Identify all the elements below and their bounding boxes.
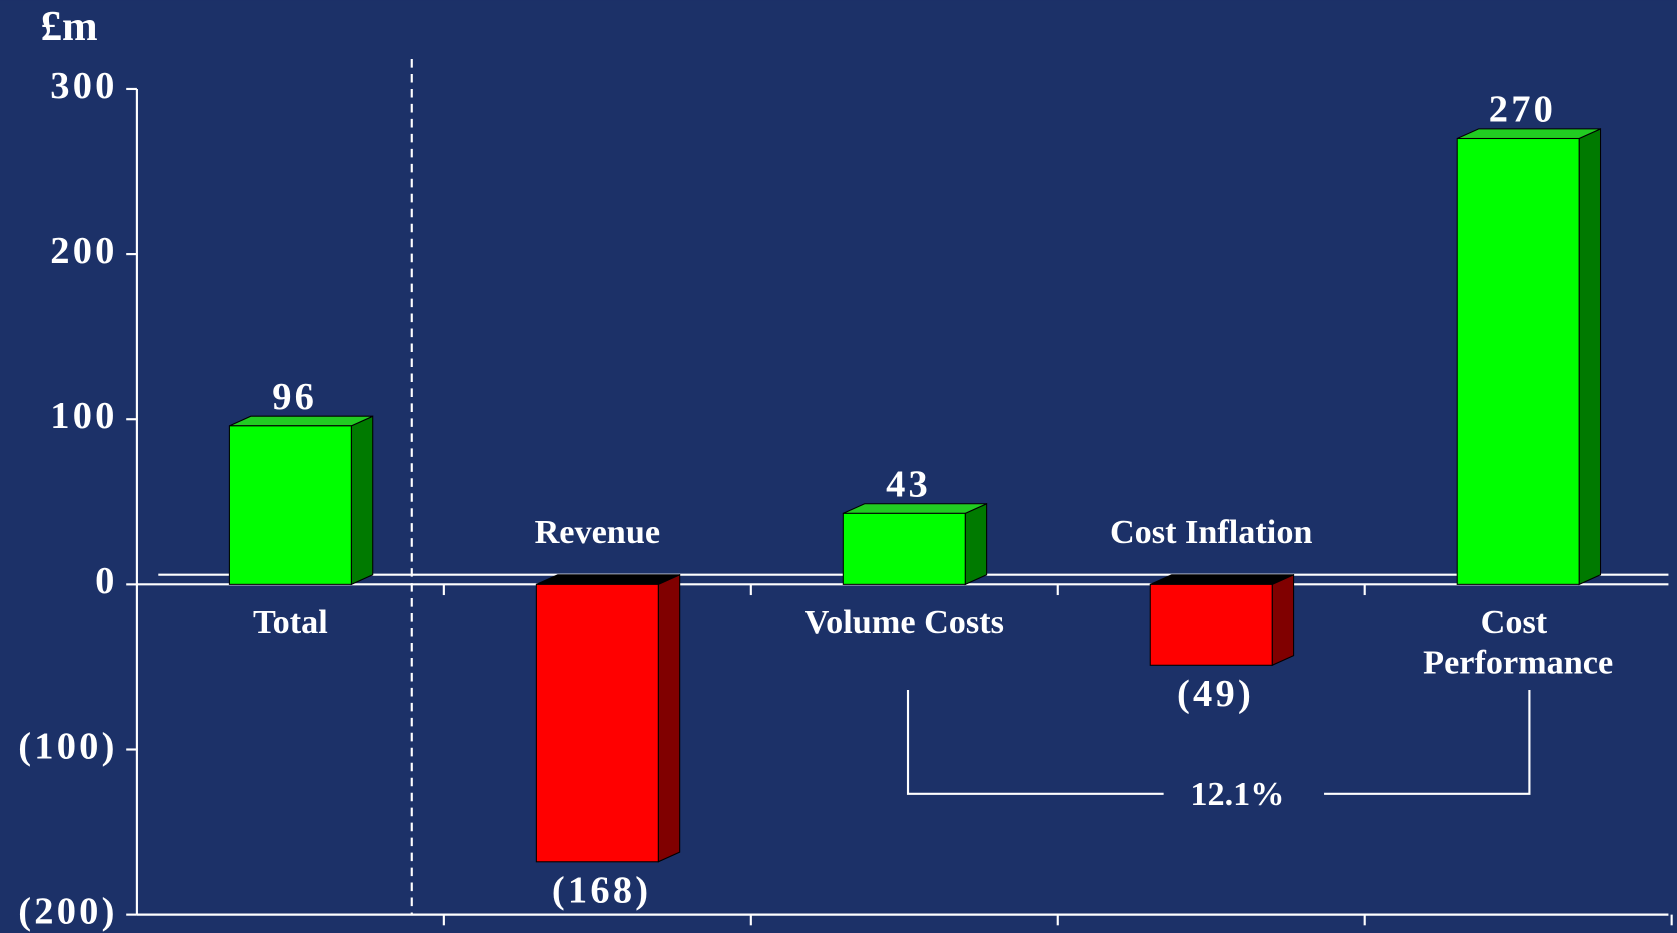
x-tick-label: Total: [253, 604, 328, 641]
bar-side: [350, 415, 374, 586]
value-label: (49): [1177, 673, 1254, 715]
y-tick-label: 100: [50, 395, 117, 437]
y-tick-label: (100): [18, 725, 117, 767]
bar: [1456, 128, 1602, 586]
bar-front: [1149, 583, 1273, 666]
bar-side: [1578, 128, 1602, 586]
bar-front: [535, 583, 659, 863]
bar: [228, 415, 374, 586]
y-tick-label: 200: [50, 230, 117, 272]
bar-front: [1456, 137, 1580, 585]
bar-side: [657, 573, 681, 863]
y-tick-label: (200): [18, 890, 117, 932]
bar-side: [1271, 573, 1295, 667]
bar-front: [228, 425, 352, 585]
x-tick-label: Cost Inflation: [1110, 514, 1313, 551]
value-label: (168): [552, 870, 651, 912]
bracket-right: [1324, 690, 1531, 795]
annotation: 12.1%: [1190, 776, 1284, 813]
label-line: Cost: [1481, 604, 1556, 641]
bar-side: [964, 502, 988, 586]
bar: [1149, 573, 1295, 667]
bar-top: [1150, 574, 1294, 585]
value-label: 270: [1489, 89, 1556, 131]
y-tick-label: 300: [50, 65, 117, 107]
x-tick-label: Volume Costs: [805, 604, 1004, 641]
bar: [842, 502, 988, 586]
bar-top: [536, 574, 680, 585]
y-axis-label: £m: [41, 3, 98, 50]
value-label: 96: [272, 376, 317, 418]
y-tick-label: 0: [95, 560, 117, 602]
label-line: Performance: [1423, 645, 1613, 682]
bar: [535, 573, 681, 863]
bracket-left: [906, 690, 1164, 795]
bar-front: [842, 512, 966, 585]
x-tick-label: Revenue: [535, 514, 660, 551]
value-label: 43: [886, 464, 931, 506]
x-tick-label: Cost Performance: [1423, 604, 1613, 682]
